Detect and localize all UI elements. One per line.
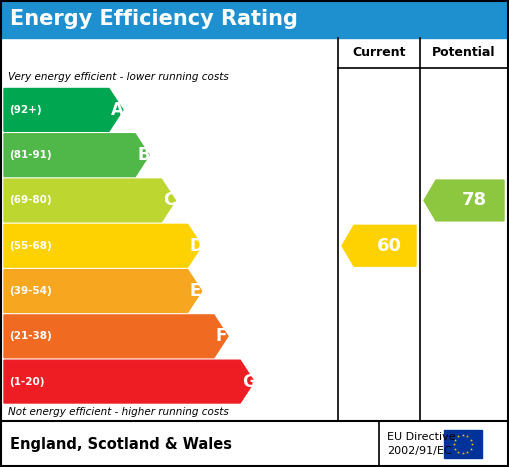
Text: A: A [111, 101, 124, 119]
Text: Energy Efficiency Rating: Energy Efficiency Rating [10, 9, 298, 29]
Text: F: F [216, 327, 228, 345]
Text: (21-38): (21-38) [9, 331, 52, 341]
Polygon shape [4, 89, 123, 131]
Text: EU Directive: EU Directive [387, 432, 456, 442]
Text: (92+): (92+) [9, 105, 42, 115]
Text: 2002/91/EC: 2002/91/EC [387, 446, 451, 456]
Bar [444, 430, 482, 458]
Text: Current: Current [352, 47, 406, 59]
Text: 60: 60 [377, 237, 402, 255]
Polygon shape [4, 179, 176, 222]
Polygon shape [4, 315, 228, 358]
Text: (69-80): (69-80) [9, 196, 51, 205]
Text: E: E [190, 282, 201, 300]
Polygon shape [4, 134, 149, 177]
Text: D: D [190, 237, 204, 255]
Text: (1-20): (1-20) [9, 376, 44, 387]
Text: C: C [163, 191, 176, 210]
Text: 78: 78 [462, 191, 487, 210]
Polygon shape [4, 224, 202, 267]
Polygon shape [424, 180, 504, 221]
Polygon shape [4, 269, 202, 312]
Text: (81-91): (81-91) [9, 150, 51, 160]
Text: Not energy efficient - higher running costs: Not energy efficient - higher running co… [8, 407, 229, 417]
Text: Very energy efficient - lower running costs: Very energy efficient - lower running co… [8, 72, 229, 82]
Bar [1, 0, 508, 38]
Text: England, Scotland & Wales: England, Scotland & Wales [10, 437, 232, 452]
Text: Potential: Potential [432, 47, 496, 59]
Text: G: G [242, 373, 256, 390]
Polygon shape [4, 360, 254, 403]
Polygon shape [342, 226, 416, 266]
Text: (55-68): (55-68) [9, 241, 52, 251]
Text: (39-54): (39-54) [9, 286, 52, 296]
Text: B: B [137, 146, 150, 164]
